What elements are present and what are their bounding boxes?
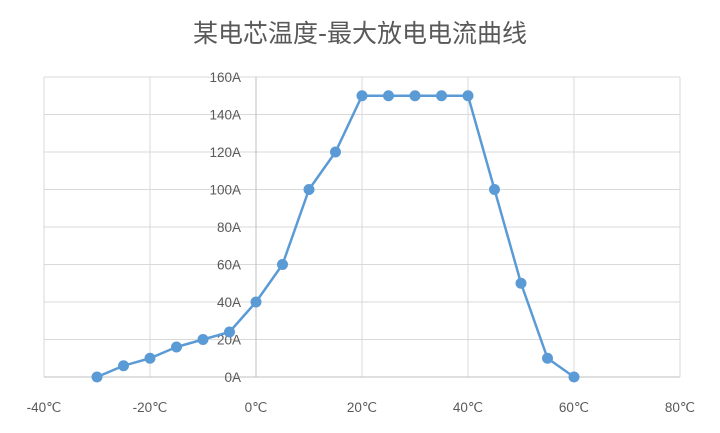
x-tick-label: 40℃ bbox=[453, 400, 483, 415]
data-point bbox=[91, 371, 103, 383]
data-point bbox=[489, 184, 500, 195]
data-point bbox=[383, 90, 394, 102]
y-tick-label: 0A bbox=[224, 370, 241, 385]
data-point bbox=[171, 341, 182, 353]
y-tick-label: 140A bbox=[209, 108, 241, 123]
y-tick-label: 120A bbox=[209, 145, 241, 160]
x-tick-label: -40℃ bbox=[27, 400, 62, 415]
data-point bbox=[330, 146, 341, 158]
x-tick-label: 60℃ bbox=[559, 400, 589, 415]
data-point bbox=[224, 326, 235, 338]
data-point bbox=[568, 371, 580, 383]
y-tick-label: 40A bbox=[217, 295, 241, 310]
data-point bbox=[462, 90, 474, 102]
x-tick-label: 0℃ bbox=[245, 400, 268, 415]
y-tick-label: 60A bbox=[217, 258, 241, 273]
y-tick-label: 80A bbox=[217, 220, 241, 235]
data-point bbox=[515, 277, 527, 289]
data-point bbox=[542, 352, 553, 364]
y-tick-label: 20A bbox=[217, 333, 241, 348]
data-point bbox=[303, 184, 315, 195]
data-point bbox=[197, 334, 209, 345]
chart-title: 某电芯温度-最大放电电流曲线 bbox=[192, 19, 528, 48]
data-point bbox=[356, 90, 368, 102]
y-tick-label: 100A bbox=[209, 183, 241, 198]
data-point bbox=[250, 296, 262, 308]
x-tick-label: -20℃ bbox=[133, 400, 168, 415]
data-point bbox=[118, 360, 129, 372]
data-point bbox=[436, 90, 447, 102]
series-line bbox=[96, 94, 575, 379]
data-point bbox=[409, 90, 421, 102]
data-point bbox=[144, 352, 156, 364]
data-point bbox=[277, 259, 288, 270]
x-tick-label: 20℃ bbox=[347, 400, 377, 415]
y-tick-label: 160A bbox=[209, 70, 241, 85]
x-tick-label: 80℃ bbox=[665, 400, 695, 415]
